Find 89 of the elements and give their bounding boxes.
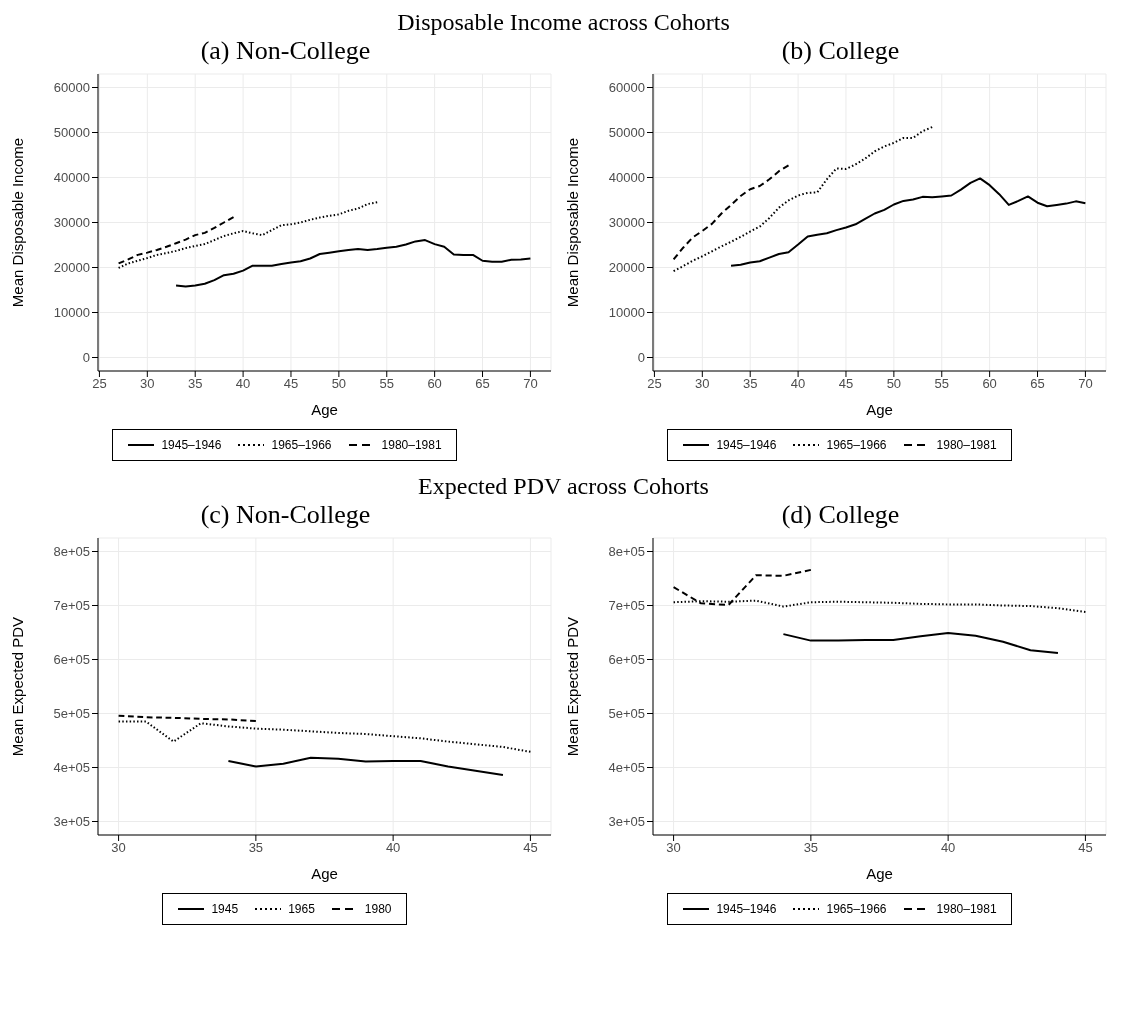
x-tick-label: 50 — [331, 376, 347, 392]
line-series — [117, 201, 379, 269]
x-tick-label: 40 — [385, 840, 401, 856]
line-series — [117, 720, 532, 753]
x-tick-label: 35 — [248, 840, 264, 856]
line-series — [175, 239, 532, 288]
x-tick-label: 65 — [1030, 376, 1045, 392]
x-tick-label: 70 — [1078, 376, 1093, 392]
chart-subtitle: (b) College — [780, 36, 901, 66]
line-series — [672, 164, 790, 261]
y-tick-label: 40000 — [608, 170, 645, 186]
y-tick-label: 20000 — [608, 260, 645, 276]
x-tick-label: 45 — [838, 376, 854, 392]
chart-title: Disposable Income across Cohorts — [396, 8, 731, 36]
x-tick-label: 45 — [283, 376, 299, 392]
y-tick-label: 50000 — [608, 125, 645, 141]
y-tick-label: 0 — [637, 350, 645, 366]
y-tick-label: 20000 — [53, 260, 90, 276]
x-tick-label: 35 — [803, 840, 819, 856]
y-tick-label: 30000 — [53, 215, 90, 231]
x-tick-label: 35 — [742, 376, 758, 392]
y-tick-label: 3e+05 — [608, 814, 645, 830]
x-tick-label: 25 — [647, 376, 662, 392]
legend-label: 1980–1981 — [381, 438, 442, 452]
line-series — [227, 756, 504, 777]
x-axis-title: Age — [311, 865, 338, 882]
legend-label: 1980–1981 — [936, 902, 997, 916]
x-tick-label: 65 — [475, 376, 490, 392]
y-tick-label: 6e+05 — [53, 652, 90, 668]
y-tick-label: 0 — [82, 350, 90, 366]
y-tick-label: 3e+05 — [53, 814, 90, 830]
y-tick-label: 60000 — [53, 80, 90, 96]
y-tick-label: 5e+05 — [608, 706, 645, 722]
line-series — [730, 177, 1087, 267]
y-axis-title: Mean Disposable Income — [564, 137, 582, 308]
x-tick-label: 40 — [940, 840, 956, 856]
y-tick-label: 5e+05 — [53, 706, 90, 722]
x-tick-label: 60 — [427, 376, 442, 392]
chart-title: Expected PDV across Cohorts — [417, 472, 710, 500]
legend-label: 1945–1946 — [161, 438, 222, 452]
chart-subtitle: (d) College — [780, 500, 901, 530]
x-tick-label: 40 — [790, 376, 806, 392]
y-tick-label: 30000 — [608, 215, 645, 231]
x-tick-label: 45 — [523, 840, 538, 856]
y-tick-label: 40000 — [53, 170, 90, 186]
line-series — [117, 216, 235, 265]
legend-label: 1945 — [211, 902, 239, 916]
x-tick-label: 55 — [379, 376, 394, 392]
y-tick-label: 50000 — [53, 125, 90, 141]
x-tick-label: 35 — [187, 376, 203, 392]
y-tick-label: 8e+05 — [608, 544, 645, 560]
line-series — [672, 126, 934, 273]
legend-label: 1945–1946 — [716, 438, 777, 452]
x-tick-label: 30 — [695, 376, 710, 392]
y-axis-title: Mean Expected PDV — [9, 616, 27, 757]
y-tick-label: 7e+05 — [608, 598, 645, 614]
y-axis-title: Mean Disposable Income — [9, 137, 27, 308]
x-tick-label: 55 — [934, 376, 949, 392]
line-series — [782, 632, 1059, 655]
chart-subtitle: (a) Non-College — [199, 36, 372, 66]
x-tick-label: 60 — [982, 376, 997, 392]
x-tick-label: 50 — [886, 376, 902, 392]
legend-label: 1965–1966 — [271, 438, 332, 452]
y-tick-label: 4e+05 — [53, 760, 90, 776]
x-axis-title: Age — [866, 865, 893, 882]
x-tick-label: 70 — [523, 376, 538, 392]
y-tick-label: 6e+05 — [608, 652, 645, 668]
legend-label: 1965–1966 — [826, 438, 887, 452]
y-axis-title: Mean Expected PDV — [564, 616, 582, 757]
x-tick-label: 30 — [140, 376, 155, 392]
legend-label: 1965–1966 — [826, 902, 887, 916]
legend-label: 1980 — [364, 902, 392, 916]
y-tick-label: 10000 — [608, 305, 645, 321]
x-tick-label: 25 — [92, 376, 107, 392]
y-tick-label: 10000 — [53, 305, 90, 321]
legend-label: 1980–1981 — [936, 438, 997, 452]
x-tick-label: 40 — [235, 376, 251, 392]
chart-subtitle: (c) Non-College — [199, 500, 372, 530]
y-tick-label: 8e+05 — [53, 544, 90, 560]
legend-label: 1945–1946 — [716, 902, 777, 916]
legend-label: 1965 — [288, 902, 315, 916]
x-tick-label: 30 — [666, 840, 681, 856]
y-tick-label: 7e+05 — [53, 598, 90, 614]
x-tick-label: 45 — [1078, 840, 1093, 856]
x-axis-title: Age — [866, 401, 893, 418]
x-tick-label: 30 — [111, 840, 126, 856]
x-axis-title: Age — [311, 401, 338, 418]
y-tick-label: 60000 — [608, 80, 645, 96]
y-tick-label: 4e+05 — [608, 760, 645, 776]
